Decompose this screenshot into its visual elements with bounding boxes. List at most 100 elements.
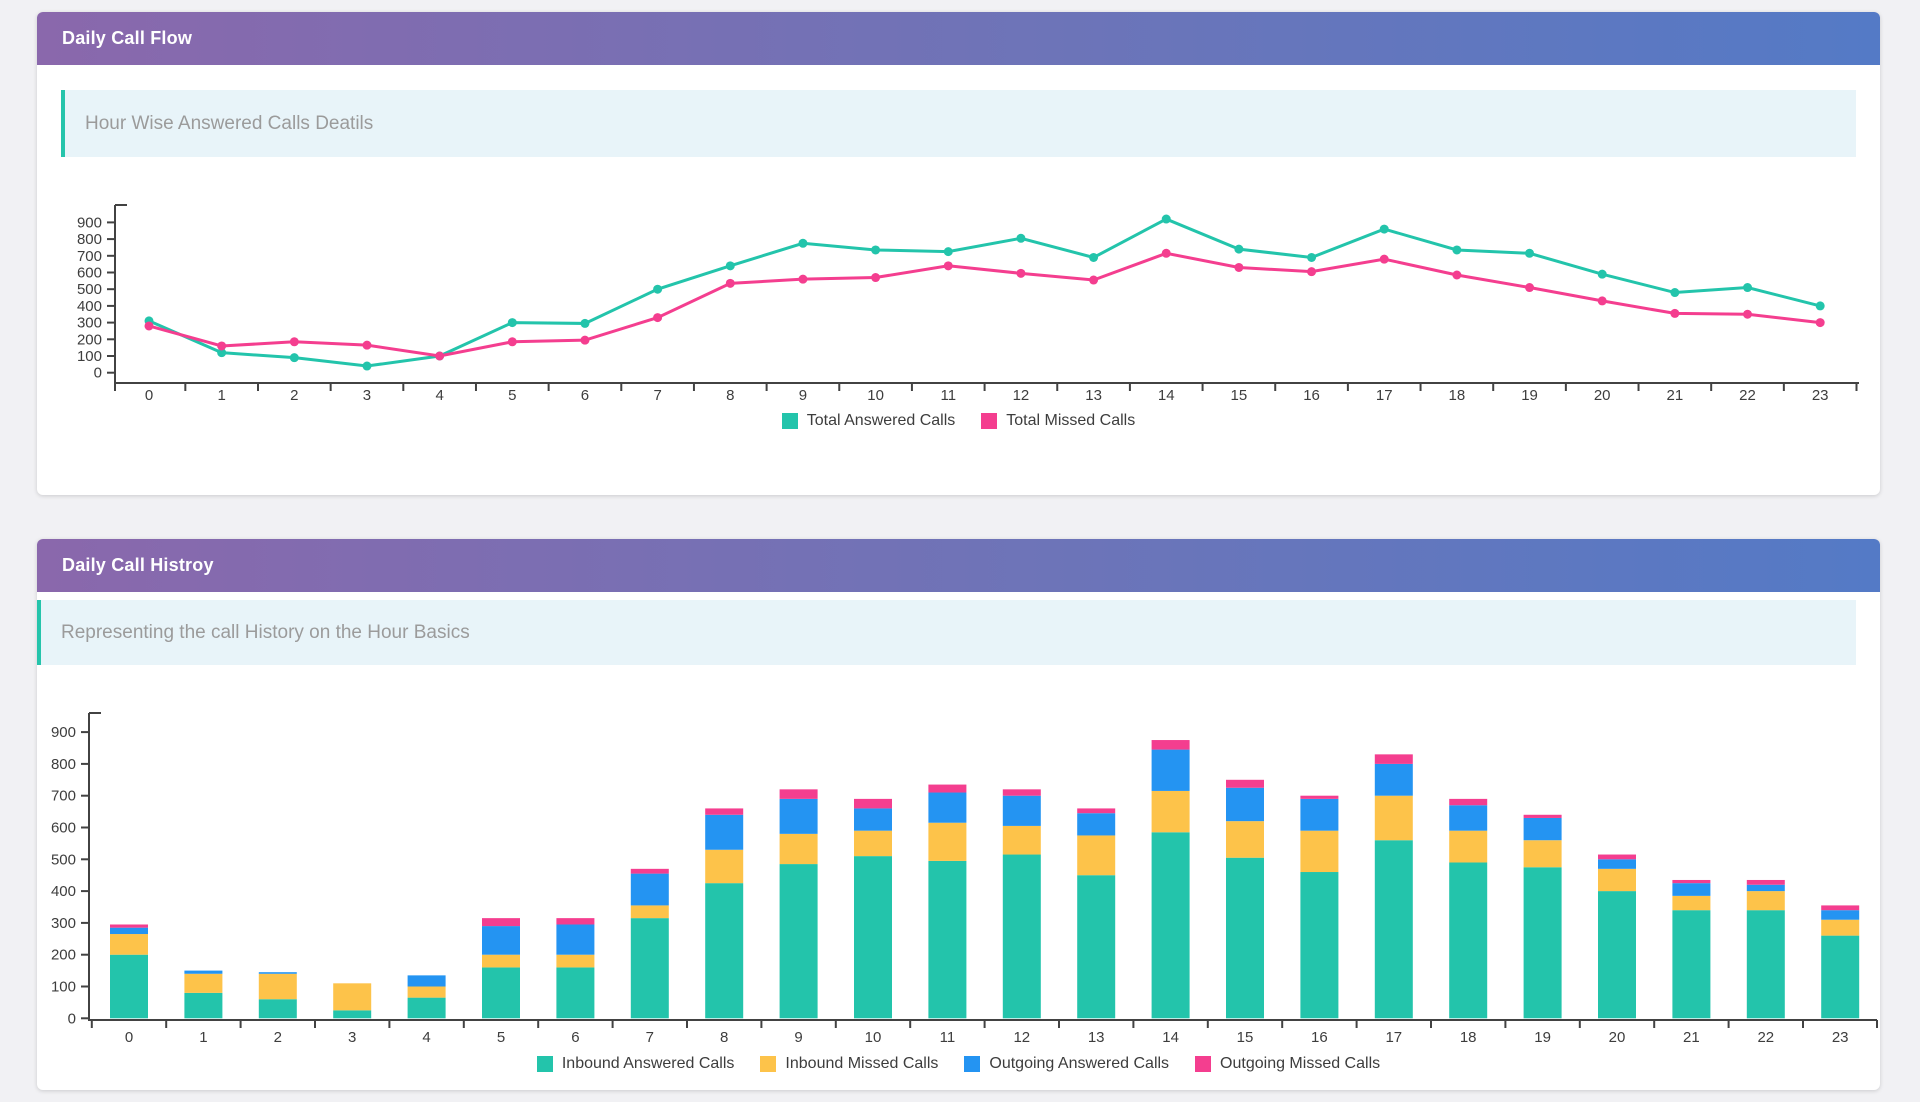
bar-segment-outgoing-missed-calls[interactable] <box>1300 795 1339 799</box>
bar-segment-inbound-missed-calls[interactable] <box>482 954 520 968</box>
bar-segment-outgoing-answered-calls[interactable] <box>258 972 297 974</box>
bar-segment-outgoing-answered-calls[interactable] <box>1077 813 1116 836</box>
legend-item-total-missed-calls[interactable]: Total Missed Calls <box>981 412 1135 430</box>
bar-segment-inbound-missed-calls[interactable] <box>333 983 372 1011</box>
bar-segment-outgoing-answered-calls[interactable] <box>110 927 148 935</box>
bar-segment-inbound-answered-calls[interactable] <box>1077 875 1116 1019</box>
legend-item-outgoing-answered-calls[interactable]: Outgoing Answered Calls <box>964 1055 1169 1073</box>
bar-segment-inbound-answered-calls[interactable] <box>1821 935 1860 1019</box>
bar-segment-inbound-missed-calls[interactable] <box>1077 835 1116 876</box>
bar-segment-inbound-answered-calls[interactable] <box>1374 840 1413 1019</box>
bar-segment-inbound-missed-calls[interactable] <box>1449 830 1488 863</box>
bar-segment-outgoing-answered-calls[interactable] <box>630 873 669 906</box>
bar-segment-inbound-answered-calls[interactable] <box>630 918 669 1019</box>
bar-segment-outgoing-missed-calls[interactable] <box>1151 740 1190 750</box>
bar-segment-inbound-answered-calls[interactable] <box>1300 872 1339 1019</box>
bar-segment-inbound-answered-calls[interactable] <box>1226 857 1264 1019</box>
bar-segment-inbound-missed-calls[interactable] <box>1746 891 1785 911</box>
bar-segment-inbound-answered-calls[interactable] <box>1449 862 1488 1019</box>
bar-segment-inbound-answered-calls[interactable] <box>928 860 967 1019</box>
bar-segment-outgoing-answered-calls[interactable] <box>705 814 744 850</box>
bar-segment-outgoing-answered-calls[interactable] <box>854 808 892 831</box>
legend-item-inbound-answered-calls[interactable]: Inbound Answered Calls <box>536 1055 734 1073</box>
bar-segment-outgoing-missed-calls[interactable] <box>1226 779 1264 788</box>
bar-segment-outgoing-answered-calls[interactable] <box>1374 763 1413 796</box>
bar-segment-inbound-answered-calls[interactable] <box>1002 854 1041 1019</box>
bar-segment-outgoing-missed-calls[interactable] <box>630 868 669 874</box>
bar-segment-outgoing-missed-calls[interactable] <box>779 789 818 799</box>
bar-segment-outgoing-answered-calls[interactable] <box>1821 910 1860 920</box>
bar-segment-outgoing-missed-calls[interactable] <box>854 798 892 809</box>
bar-segment-outgoing-missed-calls[interactable] <box>482 918 520 927</box>
bar-segment-outgoing-answered-calls[interactable] <box>1002 795 1041 826</box>
bar-segment-outgoing-answered-calls[interactable] <box>1746 884 1785 892</box>
bar-segment-inbound-answered-calls[interactable] <box>184 992 223 1019</box>
bar-segment-outgoing-missed-calls[interactable] <box>1077 808 1116 814</box>
bar-segment-outgoing-answered-calls[interactable] <box>407 975 446 987</box>
bar-segment-outgoing-missed-calls[interactable] <box>556 918 595 925</box>
legend-item-total-answered-calls[interactable]: Total Answered Calls <box>781 412 955 430</box>
bar-segment-outgoing-missed-calls[interactable] <box>1746 879 1785 885</box>
bar-segment-inbound-answered-calls[interactable] <box>482 967 520 1019</box>
bar-segment-inbound-missed-calls[interactable] <box>184 973 223 993</box>
bar-segment-inbound-missed-calls[interactable] <box>258 973 297 1000</box>
bar-segment-outgoing-missed-calls[interactable] <box>1821 905 1860 911</box>
bar-segment-inbound-missed-calls[interactable] <box>1002 825 1041 855</box>
bar-segment-inbound-answered-calls[interactable] <box>556 967 595 1019</box>
bar-segment-inbound-missed-calls[interactable] <box>779 833 818 865</box>
bar-segment-outgoing-answered-calls[interactable] <box>1598 859 1636 869</box>
svg-text:2: 2 <box>290 387 298 404</box>
bar-segment-inbound-missed-calls[interactable] <box>854 830 892 857</box>
bar-segment-inbound-missed-calls[interactable] <box>705 849 744 884</box>
bar-segment-outgoing-missed-calls[interactable] <box>1598 854 1636 860</box>
bar-segment-outgoing-missed-calls[interactable] <box>1374 754 1413 764</box>
bar-segment-inbound-missed-calls[interactable] <box>1374 795 1413 841</box>
bar-segment-inbound-answered-calls[interactable] <box>1523 867 1562 1019</box>
bar-segment-inbound-missed-calls[interactable] <box>1226 821 1264 858</box>
bar-segment-outgoing-answered-calls[interactable] <box>556 924 595 955</box>
bar-segment-outgoing-missed-calls[interactable] <box>110 924 148 928</box>
bar-segment-inbound-answered-calls[interactable] <box>1598 891 1636 1019</box>
bar-segment-outgoing-missed-calls[interactable] <box>1523 814 1562 818</box>
bar-segment-outgoing-answered-calls[interactable] <box>1672 883 1711 896</box>
legend-item-outgoing-missed-calls[interactable]: Outgoing Missed Calls <box>1195 1055 1380 1073</box>
bar-segment-inbound-answered-calls[interactable] <box>854 856 892 1019</box>
bar-segment-inbound-answered-calls[interactable] <box>1151 832 1190 1019</box>
bar-segment-inbound-answered-calls[interactable] <box>1672 910 1711 1019</box>
bar-segment-outgoing-answered-calls[interactable] <box>184 970 223 974</box>
bar-segment-inbound-answered-calls[interactable] <box>333 1010 372 1019</box>
bar-segment-inbound-missed-calls[interactable] <box>630 905 669 919</box>
bar-segment-inbound-missed-calls[interactable] <box>1300 830 1339 873</box>
bar-segment-outgoing-answered-calls[interactable] <box>482 926 520 955</box>
bar-segment-inbound-missed-calls[interactable] <box>1151 790 1190 833</box>
bar-segment-outgoing-missed-calls[interactable] <box>1002 789 1041 796</box>
bar-segment-outgoing-missed-calls[interactable] <box>1672 879 1711 884</box>
bar-segment-outgoing-answered-calls[interactable] <box>779 798 818 834</box>
bar-segment-outgoing-missed-calls[interactable] <box>705 808 744 815</box>
legend-item-inbound-missed-calls[interactable]: Inbound Missed Calls <box>760 1055 938 1073</box>
bar-segment-outgoing-answered-calls[interactable] <box>928 792 967 823</box>
bar-segment-inbound-missed-calls[interactable] <box>928 822 967 861</box>
bar-segment-inbound-answered-calls[interactable] <box>407 997 446 1019</box>
bar-segment-inbound-answered-calls[interactable] <box>779 864 818 1019</box>
bar-segment-inbound-answered-calls[interactable] <box>705 883 744 1019</box>
bar-segment-inbound-missed-calls[interactable] <box>1598 868 1636 892</box>
bar-segment-outgoing-answered-calls[interactable] <box>1449 805 1488 831</box>
bar-segment-outgoing-answered-calls[interactable] <box>1300 798 1339 831</box>
bar-segment-inbound-missed-calls[interactable] <box>1821 919 1860 936</box>
bar-segment-inbound-answered-calls[interactable] <box>110 954 148 1019</box>
bar-segment-inbound-missed-calls[interactable] <box>556 954 595 968</box>
bar-segment-outgoing-missed-calls[interactable] <box>928 784 967 793</box>
bar-segment-inbound-answered-calls[interactable] <box>258 999 297 1019</box>
bar-segment-inbound-missed-calls[interactable] <box>1672 895 1711 911</box>
bar-segment-outgoing-answered-calls[interactable] <box>1226 787 1264 822</box>
bar-segment-inbound-missed-calls[interactable] <box>407 986 446 998</box>
bar-segment-outgoing-missed-calls[interactable] <box>1449 798 1488 806</box>
bar-segment-inbound-missed-calls[interactable] <box>1523 840 1562 868</box>
bar-segment-inbound-missed-calls[interactable] <box>110 934 148 955</box>
bar-segment-outgoing-answered-calls[interactable] <box>1151 749 1190 791</box>
bar-segment-outgoing-answered-calls[interactable] <box>1523 817 1562 841</box>
bar-segment-inbound-answered-calls[interactable] <box>1746 910 1785 1019</box>
